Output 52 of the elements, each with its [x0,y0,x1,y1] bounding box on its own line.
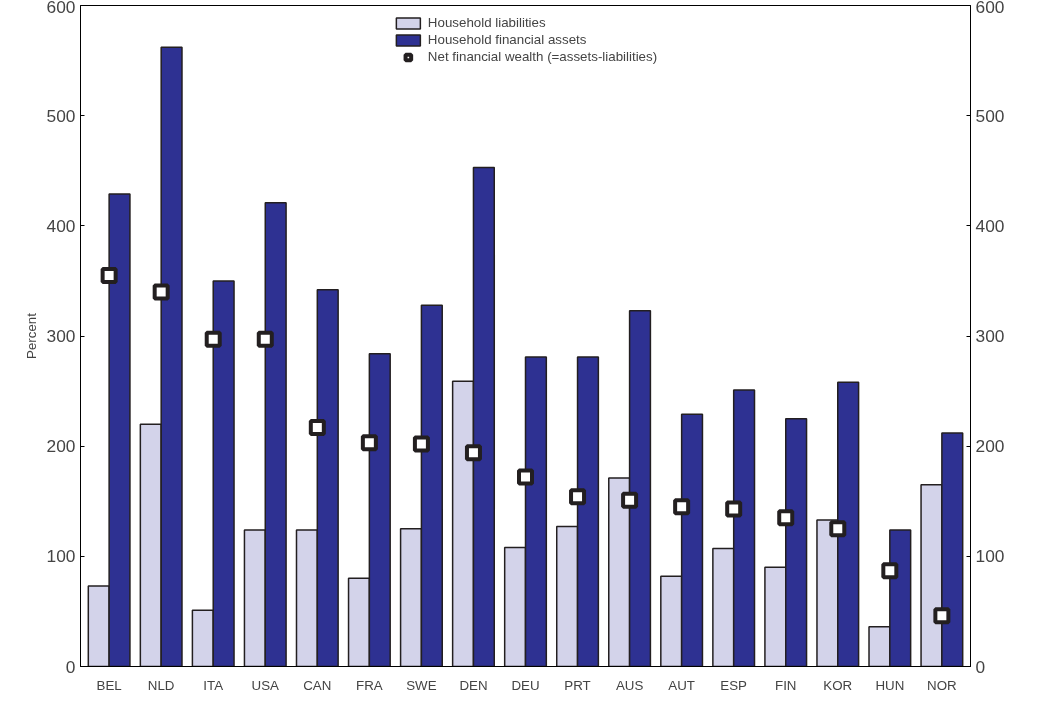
x-tick-label: USA [251,677,280,693]
point [412,435,430,453]
point [517,468,534,486]
point [725,500,743,518]
x-tick-label: DEN [459,677,488,693]
y2-tick-label: 600 [975,0,1005,17]
y2-tick-label: 0 [975,656,986,677]
point [256,330,274,348]
point [308,418,326,436]
y-tick-label: 200 [46,436,76,457]
point [933,607,951,625]
point [204,330,222,348]
y-tick-label: 500 [46,105,76,126]
x-tick-label: NOR [927,677,957,693]
x-tick-label: NLD [147,677,175,693]
y2-tick-label: 500 [975,105,1005,126]
point [464,444,482,462]
point [569,488,587,506]
point [777,509,795,527]
point [829,520,847,538]
y-tick-label: 600 [46,0,76,17]
point [621,491,639,509]
x-tick-label: AUS [615,677,644,693]
legend-label: Net financial wealth (=assets-liabilities) [427,49,658,64]
x-tick-label: FRA [356,677,383,693]
legend-label: Household financial assets [427,32,587,47]
y2-tick-label: 400 [975,215,1005,236]
y-axis-title: Percent [23,312,39,359]
point [673,498,691,516]
y2-tick-label: 200 [975,436,1005,457]
x-tick-label: BEL [96,677,122,693]
y-tick-label: 0 [65,656,76,677]
y-tick-label: 300 [46,326,76,346]
x-tick-label: KOR [823,677,853,693]
x-tick-label: FIN [775,677,797,693]
x-tick-label: SWE [406,677,437,693]
point [360,434,378,452]
point [881,562,899,580]
x-tick-label: PRT [564,677,591,693]
y2-tick-label: 100 [975,546,1005,567]
x-tick-label: ESP [720,677,748,693]
y-tick-label: 400 [46,215,76,236]
x-tick-label: CAN [303,677,332,693]
y2-tick-label: 300 [975,326,1005,346]
x-tick-label: HUN [875,677,905,693]
x-tick-label: DEU [511,677,540,693]
x-tick-label: AUT [668,677,695,693]
legend-label: Household liabilities [427,15,546,30]
point [152,283,170,301]
x-tick-label: ITA [203,677,224,693]
y-tick-label: 100 [46,546,76,567]
point [100,266,118,284]
